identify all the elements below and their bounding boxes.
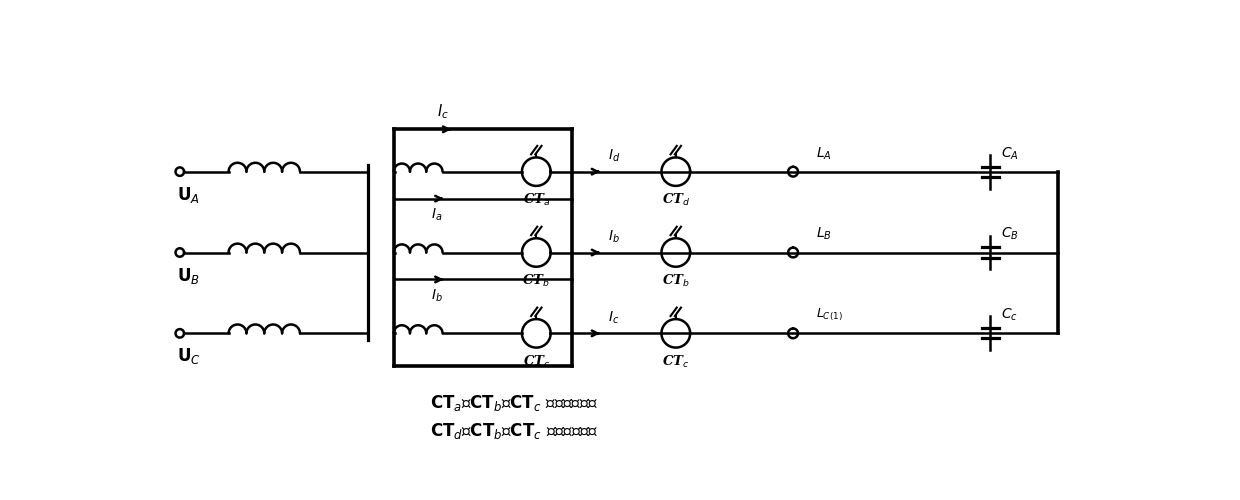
Text: U$_C$: U$_C$ — [176, 346, 201, 366]
Text: CT$_c$: CT$_c$ — [662, 354, 689, 370]
Text: $C_A$: $C_A$ — [1002, 145, 1019, 162]
Polygon shape — [176, 329, 184, 338]
Text: CT$_a$、CT$_b$、CT$_c$ 为角内互感器: CT$_a$、CT$_b$、CT$_c$ 为角内互感器 — [430, 392, 599, 412]
Text: U$_A$: U$_A$ — [176, 184, 200, 204]
Polygon shape — [176, 168, 184, 176]
Text: $C_B$: $C_B$ — [1002, 226, 1019, 242]
Text: CT$_b$: CT$_b$ — [522, 273, 551, 289]
Text: $L_A$: $L_A$ — [816, 145, 832, 162]
Text: $L_B$: $L_B$ — [816, 226, 832, 242]
Text: CT$_b$: CT$_b$ — [662, 273, 689, 289]
Text: CT$_d$、CT$_b$、CT$_c$ 为支路互感器: CT$_d$、CT$_b$、CT$_c$ 为支路互感器 — [430, 421, 599, 441]
Text: $L_{C(1)}$: $L_{C(1)}$ — [816, 307, 843, 324]
Text: CT$_a$: CT$_a$ — [522, 192, 551, 208]
Text: $I_b$: $I_b$ — [608, 228, 620, 245]
Text: $I_c$: $I_c$ — [438, 102, 449, 121]
Text: U$_B$: U$_B$ — [176, 266, 200, 285]
Text: $I_c$: $I_c$ — [608, 309, 620, 326]
Text: CT$_c$: CT$_c$ — [522, 354, 551, 370]
Text: $I_d$: $I_d$ — [608, 148, 620, 164]
Text: $I_b$: $I_b$ — [432, 287, 443, 304]
Text: $I_a$: $I_a$ — [432, 206, 443, 222]
Text: $C_c$: $C_c$ — [1002, 307, 1018, 324]
Text: CT$_d$: CT$_d$ — [662, 192, 689, 208]
Polygon shape — [176, 248, 184, 256]
